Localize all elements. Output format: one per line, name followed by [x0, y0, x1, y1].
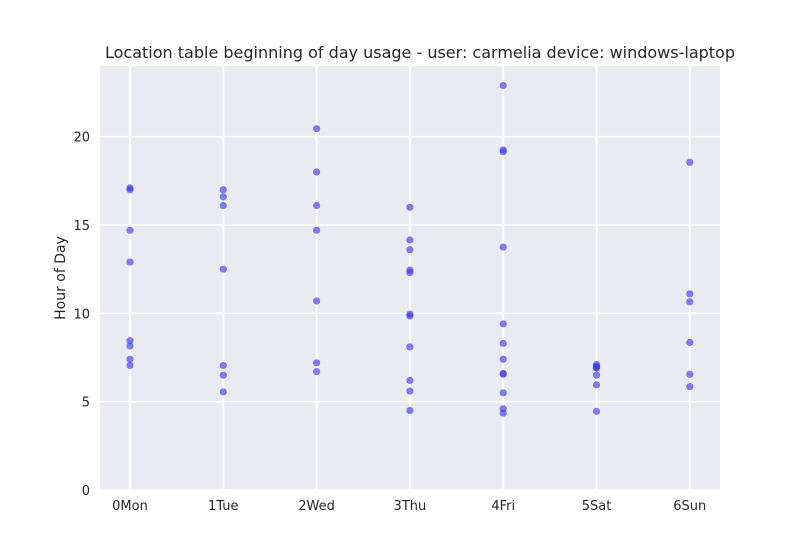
x-tick-label: 4Fri [491, 499, 515, 514]
data-point [499, 409, 507, 417]
data-point [406, 376, 414, 385]
data-point [592, 381, 601, 389]
data-point [406, 387, 414, 395]
x-tick-label: 3Thu [394, 499, 427, 514]
data-point [406, 269, 414, 277]
data-point [686, 370, 694, 378]
data-point [313, 201, 321, 210]
y-tick-label: 20 [73, 131, 90, 146]
y-tick-label: 5 [82, 396, 90, 411]
data-point [126, 226, 134, 234]
data-point [126, 186, 134, 194]
data-point [499, 339, 507, 347]
data-point [126, 342, 134, 350]
y-tick-label: 10 [73, 307, 90, 322]
data-point [313, 168, 321, 176]
data-point [686, 298, 694, 306]
data-point [219, 201, 227, 210]
data-point [592, 407, 601, 415]
data-point [126, 355, 134, 363]
x-tick-label: 6Sun [673, 499, 706, 514]
data-point [313, 368, 321, 376]
data-point [219, 265, 227, 273]
data-point [313, 226, 321, 234]
data-point [126, 361, 134, 370]
data-point [686, 290, 694, 298]
data-point [499, 320, 507, 328]
data-point [219, 193, 227, 201]
x-tick-labels: 0Mon 1Tue 2Wed 3Thu 4Fri 5Sat 6Sun [112, 499, 706, 514]
data-point [313, 297, 321, 305]
data-point [499, 243, 507, 251]
x-tick-label: 0Mon [112, 499, 148, 514]
data-points [126, 81, 694, 417]
x-tick-label: 1Tue [208, 499, 238, 514]
data-point [499, 81, 507, 90]
data-point [406, 406, 414, 415]
y-tick-label: 0 [82, 484, 90, 499]
data-point [219, 388, 227, 396]
data-point [219, 371, 227, 379]
x-tick-label: 5Sat [582, 499, 612, 514]
data-point [499, 389, 507, 397]
data-point [499, 355, 507, 363]
data-point [126, 337, 134, 345]
y-tick-labels: 0 5 10 15 20 [73, 131, 90, 499]
data-point [219, 361, 227, 370]
data-point [406, 246, 414, 254]
chart-title: Location table beginning of day usage - … [105, 43, 735, 62]
data-point [499, 148, 507, 156]
data-point [499, 370, 507, 378]
data-point [686, 158, 694, 166]
data-point [313, 359, 321, 367]
x-tick-label: 2Wed [298, 499, 335, 514]
data-point [313, 125, 321, 133]
data-point [126, 258, 134, 266]
data-point [686, 383, 694, 391]
data-point [406, 312, 414, 320]
data-point [686, 338, 694, 347]
y-tick-label: 15 [73, 219, 90, 234]
data-point [406, 203, 414, 211]
data-point [592, 364, 601, 372]
data-point [592, 371, 601, 379]
data-point [406, 343, 414, 351]
data-point [219, 186, 227, 194]
data-point [406, 236, 414, 244]
y-axis-label: Hour of Day [53, 236, 69, 320]
